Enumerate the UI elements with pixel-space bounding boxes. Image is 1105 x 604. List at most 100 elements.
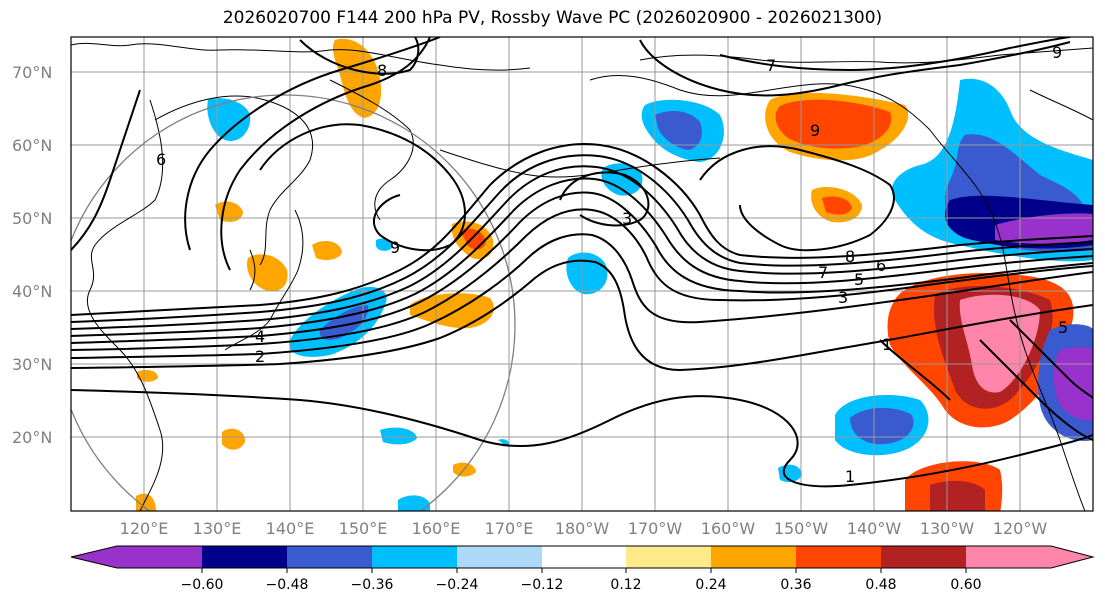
colorbar-outline (70, 545, 1095, 569)
lon-label: 170°W (628, 519, 683, 538)
colorbar: −0.60 −0.48 −0.36 −0.24 −0.12 0.12 0.24 … (70, 545, 1095, 593)
lat-label: 40°N (12, 282, 52, 301)
lon-label: 160°E (412, 519, 461, 538)
colorbar-segment (287, 546, 372, 568)
anomaly-negative-small-2 (398, 495, 430, 511)
anomaly-positive-small-1 (137, 370, 158, 382)
colorbar-segment (711, 546, 796, 568)
contour-label: 9 (1052, 43, 1062, 62)
contour-jet-5 (71, 191, 1093, 344)
contour-east-trough (979, 339, 1093, 441)
anomaly-negative-hawaii-b (850, 407, 914, 445)
contour-label: 4 (255, 327, 265, 346)
reference-circle (71, 94, 516, 511)
contour-jet-4 (71, 177, 1093, 337)
pv-contours (71, 37, 1093, 488)
colorbar-extend-left (71, 546, 117, 568)
colorbar-label: 0.60 (950, 577, 981, 593)
contour-label: 1 (882, 335, 892, 354)
anomaly-positive-alaska-core (775, 99, 892, 149)
contour-jet-6 (71, 208, 1093, 351)
contour-jet-7 (71, 233, 1093, 359)
colorbar-segment (117, 546, 202, 568)
colorbar-label: −0.48 (266, 577, 309, 593)
coast-korea (249, 249, 256, 291)
contour-jet-2 (71, 154, 1093, 323)
anomaly-positive-japan-north (312, 240, 342, 260)
contour-label: 6 (876, 256, 886, 275)
anomaly-negative-small-1 (380, 427, 417, 445)
longitude-labels: 120°E 130°E 140°E 150°E 160°E 170°E 180°… (120, 519, 1048, 538)
contour-label: 7 (818, 263, 828, 282)
lon-label: 150°E (339, 519, 388, 538)
lon-label: 140°E (266, 519, 315, 538)
anomaly-positive-small-4 (136, 493, 156, 511)
lon-label: 120°W (993, 519, 1048, 538)
coast-alaska (589, 74, 1086, 511)
contour-label: 6 (156, 150, 166, 169)
anomaly-positive-kamchatka-north (332, 38, 382, 118)
lat-label: 20°N (12, 428, 52, 447)
contour-alaska-ridge (699, 145, 895, 252)
contour-label: 3 (838, 288, 848, 307)
colorbar-segment (542, 546, 626, 568)
contour-label: 5 (854, 270, 864, 289)
anomaly-negative-okhotsk (207, 98, 251, 141)
contour-north-1 (184, 37, 441, 251)
colorbar-label: −0.36 (351, 577, 394, 593)
contour-label: 5 (1058, 318, 1068, 337)
map-title: 2026020700 F144 200 hPa PV, Rossby Wave … (222, 8, 883, 28)
contour-jet-3 (71, 165, 1093, 330)
anomaly-positive-korea (246, 254, 288, 292)
colorbar-ticks (201, 568, 967, 573)
lon-label: 120°E (120, 519, 169, 538)
contour-aleutian-low (559, 171, 650, 227)
contour-west-ridge (259, 123, 466, 252)
lon-label: 170°E (485, 519, 534, 538)
lat-label: 30°N (12, 355, 52, 374)
contour-east-trough-3 (879, 339, 951, 401)
lon-label: 140°W (847, 519, 902, 538)
lat-label: 50°N (12, 209, 52, 228)
contour-north-2 (220, 37, 431, 271)
coast-asia-north (71, 42, 531, 71)
coast-hudson (1029, 89, 1093, 121)
contour-polar-2 (719, 37, 1071, 72)
anomaly-positive-southwest-b (930, 480, 985, 511)
anomaly-negative-small-4 (376, 238, 393, 251)
contour-labels: 8 7 9 6 5 9 3 8 7 6 5 3 1 1 4 2 9 (156, 43, 1068, 486)
contour-east-trough-2 (1009, 319, 1093, 399)
coast-okhotsk (154, 95, 314, 266)
colorbar-label: −0.12 (521, 577, 564, 593)
colorbar-label: −0.24 (436, 577, 479, 593)
plot-frame (70, 36, 1094, 512)
contour-label: 8 (845, 247, 855, 266)
contour-label: 8 (377, 61, 387, 80)
latitude-labels: 70°N 60°N 50°N 40°N 30°N 20°N (12, 63, 52, 447)
colorbar-segment (372, 546, 457, 568)
colorbar-segment (966, 546, 1051, 568)
contour-jet-1 (71, 143, 1093, 316)
colorbar-label: 0.12 (610, 577, 641, 593)
lat-label: 70°N (12, 63, 52, 82)
contour-subtropic (71, 389, 1093, 488)
anomaly-positive-gulf-b (822, 196, 852, 215)
plot-layer: 8 7 9 6 5 9 3 8 7 6 5 3 1 1 4 2 9 (71, 37, 1093, 511)
colorbar-segment (457, 546, 542, 568)
coast-aleutians (439, 149, 721, 178)
contour-label: 1 (845, 467, 855, 486)
contour-north-3 (299, 37, 420, 75)
contour-label: 9 (390, 238, 400, 257)
contour-label: 7 (766, 56, 776, 75)
lon-label: 130°E (193, 519, 242, 538)
contour-polar-1 (639, 39, 1071, 97)
contour-west-edge (71, 89, 141, 251)
lon-label: 130°W (920, 519, 975, 538)
coast-asia-east (86, 99, 164, 511)
contour-label: 3 (622, 209, 632, 228)
colorbar-segment (626, 546, 711, 568)
colorbar-label: 0.48 (865, 577, 896, 593)
lon-label: 180°W (555, 519, 610, 538)
colorbar-extend-right (1051, 546, 1093, 568)
